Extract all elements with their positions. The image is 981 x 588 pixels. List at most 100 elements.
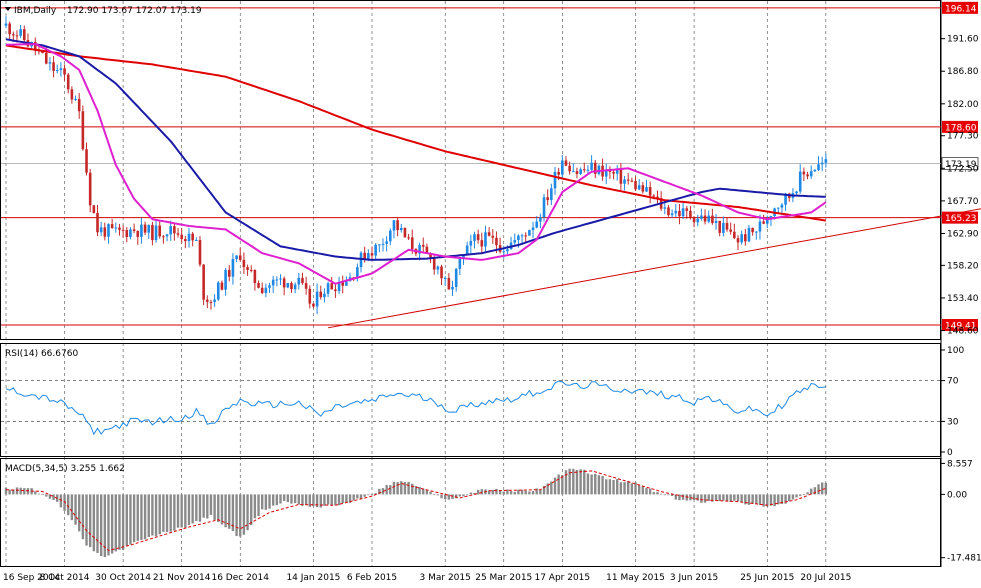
candle-body (81, 111, 85, 150)
candle-body (465, 245, 469, 255)
macd-indicator (4, 468, 828, 558)
macd-histogram-bar (444, 494, 447, 499)
candle-body (542, 197, 546, 218)
candle-body (703, 215, 707, 222)
macd-histogram-bar (250, 494, 253, 526)
macd-histogram-bar (733, 494, 736, 501)
macd-histogram-bar (45, 494, 48, 497)
candle-body (539, 217, 542, 222)
candle-body (762, 221, 765, 224)
candle-body (136, 231, 140, 237)
candle-body (74, 98, 77, 100)
candle-body (4, 23, 8, 26)
macd-histogram-bar (696, 494, 699, 501)
candle-body (154, 225, 158, 241)
macd-histogram-bar (392, 481, 396, 495)
candle-body (260, 287, 264, 294)
macd-histogram-bar (220, 494, 224, 525)
candle-body (755, 231, 758, 233)
macd-histogram-bar (162, 494, 165, 532)
macd-histogram-bar (436, 494, 440, 496)
level-price-box (942, 1, 978, 14)
candle-body (70, 89, 74, 100)
candle-body (491, 235, 495, 238)
macd-histogram-bar (34, 491, 37, 495)
candle-body (235, 255, 238, 259)
candle-body (44, 52, 48, 64)
macd-histogram-bar (561, 475, 564, 495)
macd-histogram-bar (747, 494, 751, 505)
symbol-dropdown-icon[interactable] (5, 7, 11, 11)
macd-histogram-bar (15, 487, 19, 495)
macd-histogram-bar (92, 494, 96, 552)
macd-histogram-bar (261, 494, 264, 510)
y-tick-label: 148.60 (947, 327, 979, 337)
macd-histogram-bar (542, 485, 546, 495)
macd-histogram-bar (352, 494, 355, 501)
macd-histogram-bar (539, 490, 542, 495)
macd-histogram-bar (795, 494, 798, 498)
candle-body (147, 224, 151, 233)
macd-histogram-bar (381, 488, 385, 495)
current-price-box (941, 157, 979, 170)
macd-histogram-bar (454, 494, 458, 499)
y-tick-label: 153.40 (947, 294, 979, 304)
macd-histogram-bar (385, 485, 388, 495)
macd-histogram-bar (348, 494, 352, 503)
macd-histogram-bar (396, 482, 399, 495)
macd-histogram-bar (509, 491, 513, 495)
macd-histogram-bar (217, 494, 220, 522)
macd-histogram-bar (758, 494, 762, 505)
macd-histogram-bar (52, 494, 55, 500)
macd-histogram-bar (224, 494, 227, 528)
macd-histogram-bar (648, 488, 652, 495)
candle-body (462, 254, 465, 259)
macd-histogram-bar (799, 494, 802, 496)
macd-histogram-bar (48, 494, 52, 499)
macd-histogram-bar (180, 494, 183, 528)
candle-body (363, 252, 366, 259)
macd-histogram-bar (374, 493, 377, 495)
candle-body (751, 227, 754, 233)
candle-body (378, 244, 381, 246)
candle-body (696, 218, 700, 223)
y-tick-label: 186.80 (947, 67, 979, 77)
candle-body (407, 237, 410, 239)
candle-body (582, 169, 586, 171)
candle-body (216, 282, 220, 300)
ma-fast-magenta (5, 43, 827, 285)
candle-body (769, 215, 773, 220)
macd-histogram-bar (667, 494, 670, 496)
macd-histogram-bar (572, 468, 575, 495)
macd-histogram-bar (12, 489, 15, 495)
candle-body (615, 169, 619, 174)
candle-body (389, 230, 392, 242)
x-tick-label: 8 Oct 2014 (40, 573, 90, 583)
macd-histogram-bar (422, 488, 425, 495)
macd-histogram-bar (718, 494, 721, 501)
candle-body (487, 232, 491, 236)
macd-histogram-bar (78, 494, 81, 532)
level-price-box (942, 211, 978, 224)
macd-histogram-bar (74, 494, 77, 525)
macd-histogram-bar (473, 493, 476, 495)
macd-histogram-bar (645, 487, 648, 495)
support-trendline (327, 208, 981, 329)
candle-body (813, 170, 817, 172)
ma-slow-red (5, 44, 826, 222)
candle-body (297, 277, 301, 285)
macd-histogram-bar (37, 493, 41, 495)
macd-histogram-bar (228, 494, 231, 529)
macd-histogram-bar (191, 494, 194, 524)
macd-histogram-bar (403, 482, 407, 495)
candle-body (410, 237, 414, 250)
macd-histogram-bar (601, 476, 604, 495)
macd-histogram-bar (282, 494, 286, 501)
macd-histogram-bar (239, 494, 242, 537)
candle-body (575, 171, 579, 174)
candle-body (421, 244, 425, 247)
candle-body (776, 207, 780, 209)
macd-histogram-bar (209, 494, 213, 515)
macd-histogram-bar (550, 481, 553, 495)
